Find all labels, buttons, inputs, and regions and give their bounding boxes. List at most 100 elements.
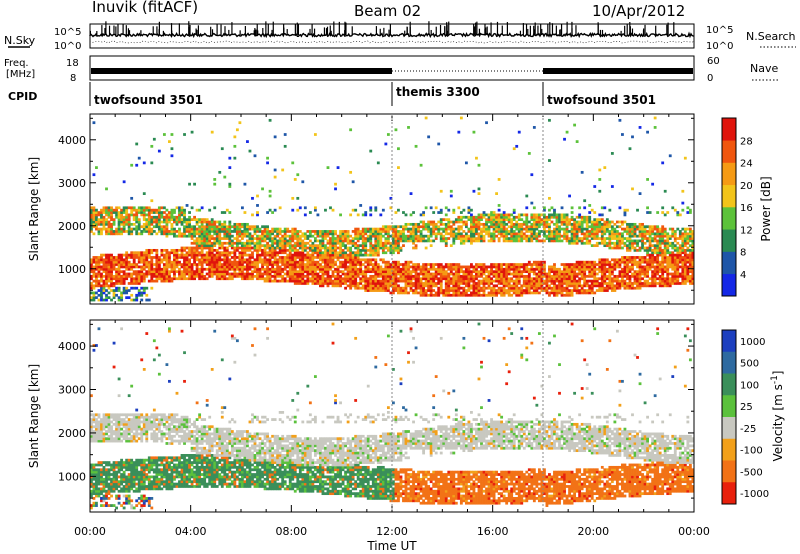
power-cell (160, 225, 164, 229)
power-cell (117, 289, 121, 292)
power-cell (336, 241, 340, 245)
power-cell (198, 258, 202, 262)
power-cell (180, 246, 184, 250)
power-cell (256, 274, 259, 278)
power-cell (457, 277, 461, 281)
power-cell (266, 260, 269, 264)
power-cell (422, 213, 426, 217)
power-cell (135, 218, 139, 221)
power-cell (452, 265, 456, 269)
power-cell (583, 291, 587, 295)
power-cell (122, 215, 126, 219)
power-cell (452, 234, 456, 238)
power-cell (389, 263, 393, 266)
power-cell (464, 239, 468, 243)
power-cell (512, 147, 516, 151)
power-cell (585, 241, 589, 245)
power-cell (510, 239, 514, 243)
power-cell (371, 248, 375, 252)
power-cell (623, 263, 627, 266)
power-cell (278, 241, 282, 245)
power-cell (266, 253, 269, 257)
power-cell (470, 286, 473, 290)
power-cell (329, 256, 332, 259)
power-cell (487, 234, 491, 238)
power-cell (568, 270, 571, 274)
power-cell (492, 270, 496, 274)
power-cell (125, 230, 129, 233)
power-cell (346, 284, 350, 288)
power-cell (384, 279, 388, 283)
power-cell (168, 253, 171, 257)
power-cell (90, 208, 93, 212)
power-cell (399, 230, 403, 233)
power-cell (233, 258, 237, 262)
power-cell (588, 211, 592, 214)
power-cell (105, 211, 108, 214)
power-cell (266, 263, 269, 266)
power-cell (276, 244, 280, 248)
power-cell (495, 277, 498, 281)
power-cell (308, 277, 312, 281)
power-cell (527, 263, 531, 266)
power-cell (288, 267, 292, 271)
power-cell (553, 291, 556, 295)
power-cell (268, 234, 272, 238)
power-cell (115, 208, 118, 212)
power-cell (543, 279, 546, 283)
power-cell (407, 279, 410, 283)
power-cell (112, 260, 116, 264)
power-cell (266, 156, 269, 160)
power-cell (195, 208, 199, 212)
power-cell (122, 230, 126, 233)
power-cell (598, 286, 602, 290)
power-cell (492, 289, 496, 292)
power-cell (115, 211, 118, 214)
power-cell (409, 277, 413, 281)
power-cell (548, 159, 551, 162)
power-cell (626, 286, 629, 290)
power-cell (344, 232, 347, 236)
power-cell (271, 246, 275, 250)
power-cell (563, 289, 566, 292)
power-cell (389, 279, 393, 283)
power-cell (235, 225, 239, 229)
power-cell (537, 277, 541, 281)
power-cell (422, 227, 426, 231)
power-cell (583, 279, 587, 283)
power-cell (497, 237, 501, 240)
power-cell (386, 133, 390, 136)
power-cell (281, 279, 285, 283)
power-cell (198, 244, 202, 248)
power-cell (303, 279, 307, 283)
power-cell (160, 230, 164, 233)
power-cell (475, 215, 478, 219)
power-cell (248, 149, 252, 153)
power-cell (364, 258, 368, 262)
power-cell (235, 241, 239, 245)
power-cell (195, 237, 199, 240)
power-cell (130, 293, 134, 297)
power-cell (376, 279, 380, 283)
power-cell (336, 265, 340, 269)
power-cell (555, 215, 559, 219)
power-cell (573, 289, 577, 292)
power-cell (180, 208, 184, 212)
power-cell (281, 248, 285, 252)
power-cell (422, 293, 426, 297)
power-cell (502, 272, 506, 276)
power-cell (349, 248, 353, 252)
power-cell (454, 284, 458, 288)
power-cell (527, 289, 531, 292)
power-cell (434, 234, 438, 238)
power-cell (334, 246, 337, 250)
power-cell (157, 222, 161, 226)
power-cell (135, 215, 139, 219)
power-cell (281, 244, 285, 248)
power-cell (553, 293, 556, 297)
power-cell (162, 206, 166, 210)
power-cell (558, 267, 561, 271)
power-cell (555, 225, 559, 229)
power-cell (558, 225, 561, 229)
power-cell (568, 284, 571, 288)
